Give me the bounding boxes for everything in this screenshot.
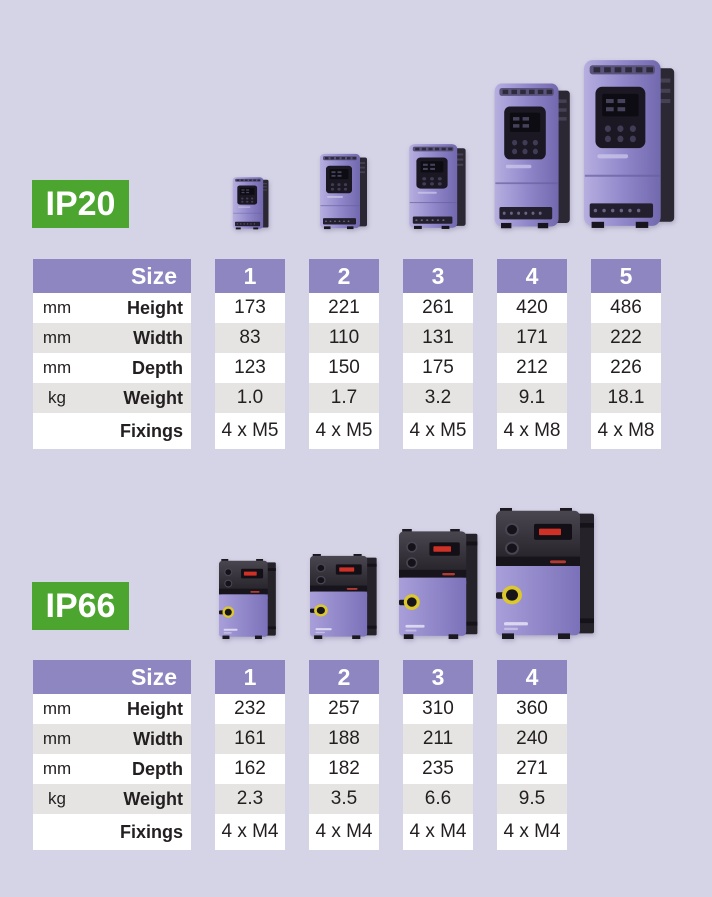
ip20-row-label-height: mm Height xyxy=(33,293,191,323)
ip20-fixings-size-3-value: 4 x M5 xyxy=(403,413,473,449)
ip20-size-header-label: Size xyxy=(33,259,191,293)
dimension-label: Weight xyxy=(123,387,183,408)
ip20-drive-size-1-image xyxy=(232,176,270,230)
dimension-label: Fixings xyxy=(119,821,183,842)
ip20-weight-size-5-value: 18.1 xyxy=(591,383,661,413)
ip20-row-label-width: mm Width xyxy=(33,323,191,353)
ip66-weight-size-4-value: 9.5 xyxy=(497,784,567,814)
ip20-weight-size-2-value: 1.7 xyxy=(309,383,379,413)
ip20-size-column-header: 2 xyxy=(309,259,379,293)
ip66-depth-size-4-value: 271 xyxy=(497,754,567,784)
ip20-fixings-size-4-value: 4 x M8 xyxy=(497,413,567,449)
ip20-row-label-depth: mm Depth xyxy=(33,353,191,383)
ip20-fixings-size-5-value: 4 x M8 xyxy=(591,413,661,449)
ip20-height-size-3-value: 261 xyxy=(403,293,473,323)
ip66-width-size-1-value: 161 xyxy=(215,724,285,754)
unit-label: kg xyxy=(48,789,66,808)
ip20-fixings-size-2-value: 4 x M5 xyxy=(309,413,379,449)
ip20-depth-size-4-value: 212 xyxy=(497,353,567,383)
unit-label: mm xyxy=(42,328,72,347)
unit-label: mm xyxy=(42,699,72,718)
ip20-depth-size-1-value: 123 xyxy=(215,353,285,383)
ip20-size-column-header: 1 xyxy=(215,259,285,293)
ip66-height-size-2-value: 257 xyxy=(309,694,379,724)
ip20-drive-size-4-image xyxy=(493,80,573,230)
ip66-weight-size-3-value: 6.6 xyxy=(403,784,473,814)
ip66-row-label-width: mm Width xyxy=(33,724,191,754)
ip66-depth-size-2-value: 182 xyxy=(309,754,379,784)
ip66-width-size-4-value: 240 xyxy=(497,724,567,754)
ip66-drive-size-2-image xyxy=(310,554,378,639)
dimension-label: Weight xyxy=(123,788,183,809)
ip66-width-size-3-value: 211 xyxy=(403,724,473,754)
ip66-drive-size-4-image xyxy=(496,508,596,639)
ip66-height-size-3-value: 310 xyxy=(403,694,473,724)
ip66-size-column-header: 2 xyxy=(309,660,379,694)
ip66-drive-size-3-image xyxy=(399,529,479,639)
ip66-drive-size-1-image xyxy=(219,559,277,639)
ip20-size-column-header: 3 xyxy=(403,259,473,293)
unit-label: mm xyxy=(42,358,72,377)
ip66-size-column-header: 4 xyxy=(497,660,567,694)
ip20-weight-size-4-value: 9.1 xyxy=(497,383,567,413)
ip20-weight-size-3-value: 3.2 xyxy=(403,383,473,413)
ip66-row-label-height: mm Height xyxy=(33,694,191,724)
ip20-height-size-2-value: 221 xyxy=(309,293,379,323)
ip20-depth-size-3-value: 175 xyxy=(403,353,473,383)
ip20-width-size-2-value: 110 xyxy=(309,323,379,353)
ip66-fixings-size-1-value: 4 x M4 xyxy=(215,814,285,850)
ip66-depth-size-1-value: 162 xyxy=(215,754,285,784)
ip66-row-label-depth: mm Depth xyxy=(33,754,191,784)
ip20-fixings-size-1-value: 4 x M5 xyxy=(215,413,285,449)
ip66-size-column-header: 3 xyxy=(403,660,473,694)
ip20-depth-size-2-value: 150 xyxy=(309,353,379,383)
ip20-width-size-1-value: 83 xyxy=(215,323,285,353)
ip20-size-table: Size 1 2 3 4 5 mm Height 173 221 261 420 486 mm Width 8… xyxy=(33,259,661,449)
dimension-label: Fixings xyxy=(119,420,183,441)
dimension-label: Depth xyxy=(132,758,183,779)
ip20-height-size-5-value: 486 xyxy=(591,293,661,323)
ip20-row-label-weight: kg Weight xyxy=(33,383,191,413)
ip66-weight-size-1-value: 2.3 xyxy=(215,784,285,814)
dimension-label: Height xyxy=(127,297,183,318)
dimension-label: Width xyxy=(133,327,183,348)
ip20-row-label-fixings: Fixings xyxy=(33,413,191,449)
ip66-fixings-size-3-value: 4 x M4 xyxy=(403,814,473,850)
ip66-weight-size-2-value: 3.5 xyxy=(309,784,379,814)
ip20-width-size-4-value: 171 xyxy=(497,323,567,353)
ip66-row-label-fixings: Fixings xyxy=(33,814,191,850)
ip20-width-size-5-value: 222 xyxy=(591,323,661,353)
unit-label: mm xyxy=(42,729,72,748)
ip66-width-size-2-value: 188 xyxy=(309,724,379,754)
ip20-drive-size-3-image xyxy=(408,142,468,230)
ip66-height-size-1-value: 232 xyxy=(215,694,285,724)
ip20-height-size-4-value: 420 xyxy=(497,293,567,323)
ip66-fixings-size-4-value: 4 x M4 xyxy=(497,814,567,850)
dimension-label: Depth xyxy=(132,357,183,378)
ip66-size-table: Size 1 2 3 4 mm Height 232 257 310 360 mm Width 161 18… xyxy=(33,660,567,850)
ip66-depth-size-3-value: 235 xyxy=(403,754,473,784)
ip66-size-header-label: Size xyxy=(33,660,191,694)
ip20-weight-size-1-value: 1.0 xyxy=(215,383,285,413)
dimension-label: Width xyxy=(133,728,183,749)
ip20-depth-size-5-value: 226 xyxy=(591,353,661,383)
unit-label: kg xyxy=(48,388,66,407)
unit-label: mm xyxy=(42,298,72,317)
ip66-size-column-header: 1 xyxy=(215,660,285,694)
ip66-row-label-weight: kg Weight xyxy=(33,784,191,814)
ip20-size-column-header: 5 xyxy=(591,259,661,293)
ip20-drive-size-2-image xyxy=(319,152,369,230)
ip20-badge: IP20 xyxy=(32,180,129,228)
ip66-badge: IP66 xyxy=(32,582,129,630)
ip20-drive-size-5-image xyxy=(582,56,678,230)
dimension-label: Height xyxy=(127,698,183,719)
unit-label: mm xyxy=(42,759,72,778)
ip20-height-size-1-value: 173 xyxy=(215,293,285,323)
ip66-height-size-4-value: 360 xyxy=(497,694,567,724)
ip66-fixings-size-2-value: 4 x M4 xyxy=(309,814,379,850)
ip20-width-size-3-value: 131 xyxy=(403,323,473,353)
ip20-size-column-header: 4 xyxy=(497,259,567,293)
